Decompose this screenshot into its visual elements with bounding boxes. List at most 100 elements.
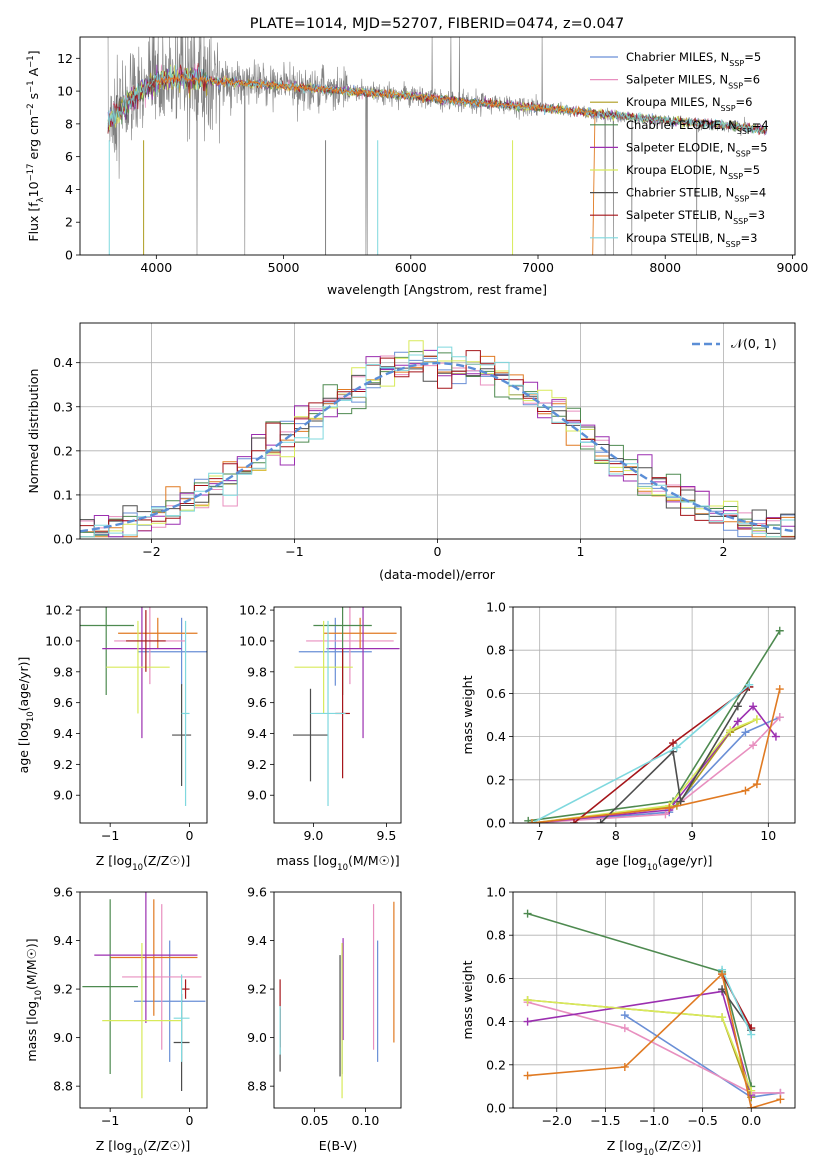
weight-line xyxy=(527,999,752,1098)
y-axis-label: age [log10(age/yr)] xyxy=(16,657,36,774)
weight-marker xyxy=(661,810,670,819)
weight-line xyxy=(531,684,750,823)
weight-marker xyxy=(669,739,678,748)
x-tick-label: 0 xyxy=(186,828,194,843)
x-axis-label: Z [log10(Z/Z☉)] xyxy=(96,1138,190,1158)
y-tick-label: 9.2 xyxy=(247,982,267,997)
y-tick-label: 9.6 xyxy=(247,885,267,900)
x-tick-label: 9.0 xyxy=(303,828,323,843)
weight-line xyxy=(527,1001,781,1094)
plot-frame xyxy=(512,606,796,824)
weight-line xyxy=(532,716,781,823)
weight-line xyxy=(531,718,758,823)
plot-area xyxy=(80,607,207,807)
y-tick-label: 8.8 xyxy=(247,1079,267,1094)
x-tick-label: 0.0 xyxy=(741,1113,761,1128)
weight-marker xyxy=(672,743,681,752)
plot-frame xyxy=(79,36,796,256)
x-tick-label: 7000 xyxy=(522,260,554,275)
weight-marker xyxy=(749,702,758,711)
y-tick-label: 9.0 xyxy=(247,1030,267,1045)
x-tick-label: 0.10 xyxy=(352,1113,380,1128)
y-tick-label: 10.0 xyxy=(45,633,73,648)
legend-entry: Salpeter MILES, NSSP=6 xyxy=(626,73,760,91)
plot-frame xyxy=(273,891,402,1109)
weight-marker xyxy=(771,732,780,741)
x-tick-label: 10 xyxy=(760,828,776,843)
plot-frame xyxy=(79,891,208,1109)
x-tick-label: −1 xyxy=(285,544,303,559)
y-tick-label: 9.2 xyxy=(247,757,267,772)
model-fit-line xyxy=(155,74,596,255)
axes-residuals: −2 −1 0 1 2 0.0 0.1 0.2 0.3 0.4 xyxy=(53,322,796,559)
axes-spectrum: 4000 5000 6000 7000 8000 9000 0 2 4 6 8 10 12 xyxy=(57,36,808,275)
weight-marker xyxy=(718,970,727,979)
y-tick-label: 0.4 xyxy=(486,729,506,744)
y-tick-label: 9.0 xyxy=(53,1030,73,1045)
y-tick-label: 9.6 xyxy=(53,885,73,900)
axes-age_vs_Z: −1 0 9.0 9.2 9.4 9.6 9.8 10.0 10.2 xyxy=(45,603,208,843)
x-tick-label: −2.0 xyxy=(542,1113,572,1128)
weight-marker xyxy=(596,819,605,823)
y-tick-label: 9.0 xyxy=(53,788,73,803)
weight-marker xyxy=(718,1013,727,1022)
x-axis-label: Z [log10(Z/Z☉)] xyxy=(607,1138,701,1158)
y-tick-label: 0.1 xyxy=(53,487,73,502)
weight-marker xyxy=(523,909,532,918)
y-tick-label: 0.8 xyxy=(486,643,506,658)
legend-entry: Kroupa MILES, NSSP=6 xyxy=(626,95,752,113)
plot-area xyxy=(524,626,784,823)
weight-marker xyxy=(523,996,532,1004)
weight-marker xyxy=(776,1095,785,1104)
x-tick-label: 8 xyxy=(612,828,620,843)
y-tick-label: 0.2 xyxy=(53,443,73,458)
x-tick-label: 0 xyxy=(186,1113,194,1128)
x-tick-label: −0.5 xyxy=(687,1113,717,1128)
weight-marker xyxy=(676,797,685,806)
y-axis-label: Flux [fλ10−17 erg cm−2 s−1 A−1] xyxy=(26,50,46,241)
plot-frame xyxy=(273,606,402,824)
weight-marker xyxy=(528,819,537,823)
legend: Chabrier MILES, NSSP=5 Salpeter MILES, NS… xyxy=(590,50,769,248)
legend-entry: Chabrier MILES, NSSP=5 xyxy=(626,50,761,68)
residual-histogram xyxy=(80,346,795,538)
weight-marker xyxy=(524,816,533,823)
weight-marker xyxy=(775,685,784,694)
weight-marker xyxy=(569,819,578,823)
x-axis-label: mass [log10(M/M☉)] xyxy=(276,853,399,873)
weight-marker xyxy=(747,1104,756,1108)
y-tick-label: 9.2 xyxy=(53,757,73,772)
weight-marker xyxy=(775,626,784,635)
y-tick-label: 10.2 xyxy=(45,603,73,618)
x-axis-label: E(B-V) xyxy=(319,1138,358,1153)
y-tick-label: 9.2 xyxy=(53,982,73,997)
weight-line xyxy=(527,999,752,1091)
y-axis-label: mass weight xyxy=(460,675,475,754)
weight-line xyxy=(527,912,752,1087)
weight-marker xyxy=(726,726,735,735)
weight-marker xyxy=(747,1030,756,1039)
x-axis-label: wavelength [Angstrom, rest frame] xyxy=(327,282,547,297)
plot-frame xyxy=(79,606,208,824)
y-tick-label: 10.0 xyxy=(239,633,267,648)
axes-age_vs_mass: 9.0 9.5 9.0 9.2 9.4 9.6 9.8 10.0 10.2 xyxy=(239,603,402,843)
y-tick-label: 9.6 xyxy=(53,695,73,710)
y-tick-label: 1.0 xyxy=(486,600,506,615)
x-tick-label: −1 xyxy=(101,1113,119,1128)
plot-area xyxy=(292,607,400,807)
weight-line xyxy=(721,969,752,1035)
weight-marker xyxy=(752,780,761,789)
y-tick-label: 0.0 xyxy=(53,532,73,547)
y-tick-label: 0.2 xyxy=(486,772,506,787)
legend-entry: 𝒩(0, 1) xyxy=(731,336,777,351)
x-tick-label: −2 xyxy=(142,544,160,559)
x-tick-label: 7 xyxy=(536,828,544,843)
plot-area xyxy=(82,892,206,1099)
x-tick-label: −1 xyxy=(101,828,119,843)
x-tick-label: 0.05 xyxy=(301,1113,329,1128)
x-tick-label: 4000 xyxy=(140,260,172,275)
y-tick-label: 4 xyxy=(65,182,73,197)
y-tick-label: 12 xyxy=(57,51,73,66)
legend: 𝒩(0, 1) xyxy=(692,336,777,351)
